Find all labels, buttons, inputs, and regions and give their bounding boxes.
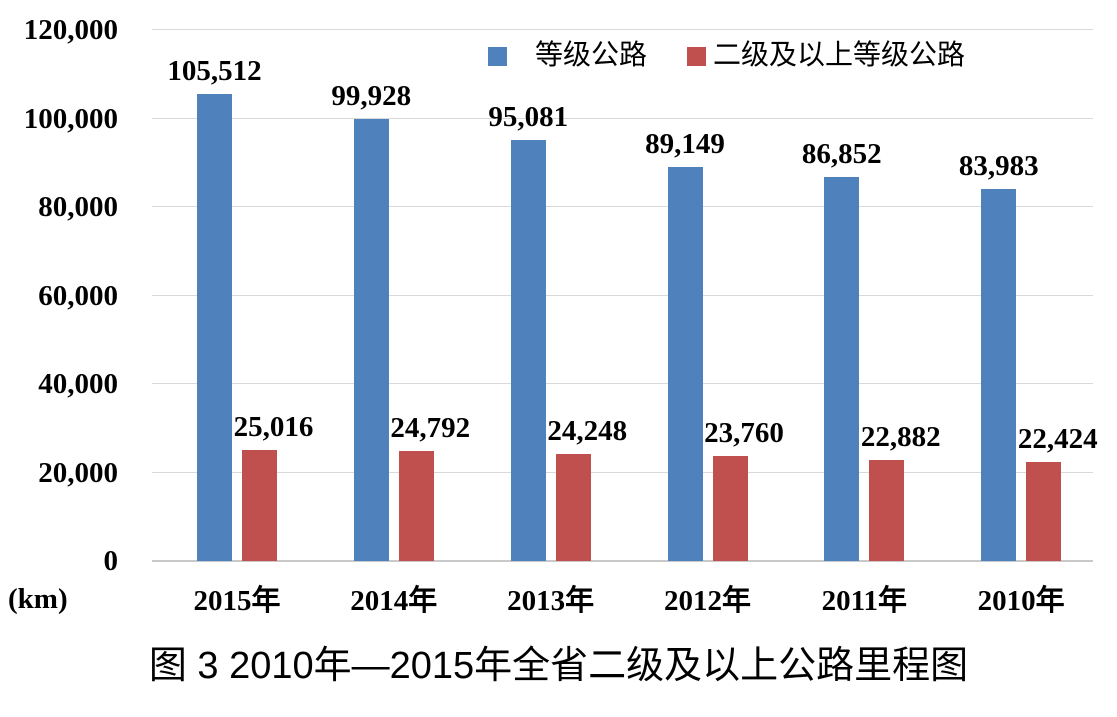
bar-value-label: 105,512 [167, 55, 262, 88]
bar-value-label: 86,852 [801, 137, 882, 170]
bar-value-label: 95,081 [488, 101, 569, 134]
legend-item-graded-road: 等级公路 [488, 40, 647, 72]
bar-value-label: 25,016 [233, 411, 314, 444]
chart-legend: 等级公路 二级及以上等级公路 [488, 40, 965, 72]
gridline [152, 117, 1093, 119]
x-axis-category-label: 2014年 [350, 585, 438, 617]
x-axis-category-label: 2011年 [821, 585, 907, 617]
gridline [152, 560, 1093, 562]
y-axis-tick-label: 120,000 [23, 14, 118, 46]
bar-value-label: 89,149 [645, 127, 725, 160]
bar-value-label: 22,882 [860, 420, 941, 453]
legend-label: 等级公路 [535, 40, 648, 71]
y-axis-tick-label: 60,000 [38, 279, 118, 312]
bar-graded-road [510, 140, 546, 561]
gridline [152, 294, 1093, 296]
bar-graded-road [981, 189, 1017, 561]
bar-grade2-and-above [398, 451, 434, 561]
x-axis-category-label: 2010年 [977, 585, 1065, 617]
y-axis-tick-label: 80,000 [38, 191, 118, 223]
bar-grade2-and-above [555, 453, 591, 561]
y-axis-unit-label: (km) [8, 583, 68, 615]
x-axis-category-label: 2015年 [193, 585, 281, 617]
y-axis-tick-label: 40,000 [38, 368, 118, 400]
bar-grade2-and-above [869, 459, 905, 561]
bar-graded-road [824, 176, 860, 561]
legend-item-grade2-and-above: 二级及以上等级公路 [687, 40, 965, 72]
gridline [152, 206, 1093, 207]
bar-graded-road [197, 94, 232, 561]
bar-value-label: 24,248 [547, 414, 628, 447]
bar-value-label: 24,792 [390, 412, 471, 445]
gridline [152, 471, 1093, 473]
bar-value-label: 99,928 [331, 79, 412, 112]
bar-value-label: 83,983 [958, 150, 1039, 183]
bar-grade2-and-above [242, 450, 277, 561]
x-axis-category-label: 2013年 [507, 585, 595, 617]
bar-graded-road [353, 118, 389, 561]
gridline [152, 29, 1093, 30]
legend-swatch-icon [488, 46, 507, 66]
gridline [152, 383, 1093, 384]
bar-value-label: 23,760 [704, 416, 784, 449]
figure-caption: 图 3 2010年—2015年全省二级及以上公路里程图 [148, 645, 969, 687]
bar-grade2-and-above [1026, 461, 1062, 561]
y-axis-tick-label: 0 [103, 545, 119, 577]
bar-grade2-and-above [712, 455, 748, 561]
y-axis-tick-label: 20,000 [38, 456, 118, 489]
legend-swatch-icon [687, 46, 707, 66]
bar-value-label: 22,424 [1017, 422, 1098, 455]
y-axis-tick-label: 100,000 [23, 102, 118, 135]
bar-graded-road [667, 166, 703, 561]
legend-label: 二级及以上等级公路 [713, 40, 966, 71]
x-axis-category-label: 2012年 [663, 585, 751, 617]
